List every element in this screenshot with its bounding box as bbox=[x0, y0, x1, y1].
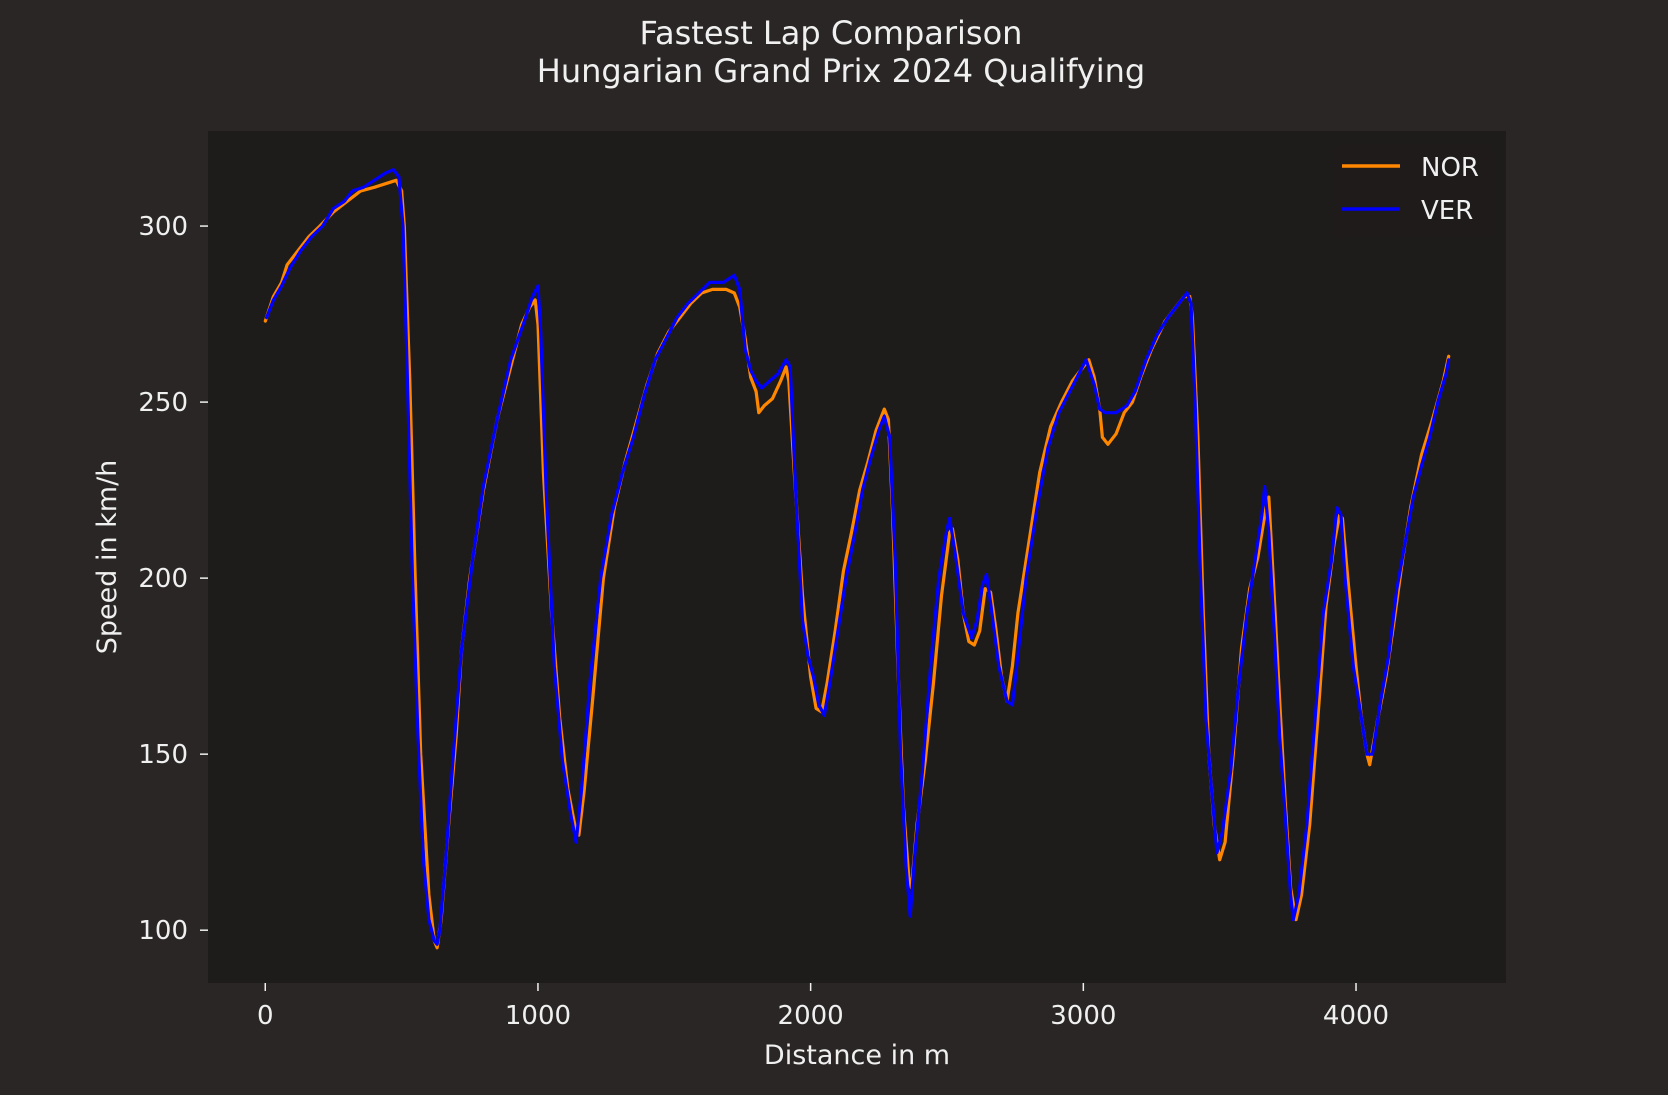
legend-label-ver: VER bbox=[1421, 196, 1473, 226]
chart-title: Fastest Lap Comparison bbox=[640, 14, 1023, 52]
y-tick-label: 300 bbox=[138, 212, 188, 242]
x-tick-label: 0 bbox=[257, 1001, 274, 1031]
y-axis-label: Speed in km/h bbox=[92, 460, 123, 655]
x-tick-label: 1000 bbox=[505, 1001, 571, 1031]
series-lines bbox=[263, 168, 1451, 950]
y-tick-label: 100 bbox=[138, 916, 188, 946]
legend: NOR VER bbox=[1333, 145, 1493, 237]
y-tick-label: 250 bbox=[138, 388, 188, 418]
x-tick-label: 2000 bbox=[778, 1001, 844, 1031]
x-axis-ticks: 0 1000 2000 3000 4000 bbox=[257, 983, 1389, 1031]
chart-subtitle: Hungarian Grand Prix 2024 Qualifying bbox=[537, 52, 1145, 90]
y-tick-label: 200 bbox=[138, 564, 188, 594]
x-tick-label: 3000 bbox=[1050, 1001, 1116, 1031]
legend-box bbox=[1333, 145, 1493, 237]
y-axis-ticks: 100 150 200 250 300 bbox=[138, 212, 208, 946]
x-tick-label: 4000 bbox=[1323, 1001, 1389, 1031]
series-line-ver bbox=[265, 168, 1451, 946]
y-tick-label: 150 bbox=[138, 740, 188, 770]
legend-label-nor: NOR bbox=[1421, 153, 1479, 183]
x-axis-label: Distance in m bbox=[764, 1040, 950, 1071]
